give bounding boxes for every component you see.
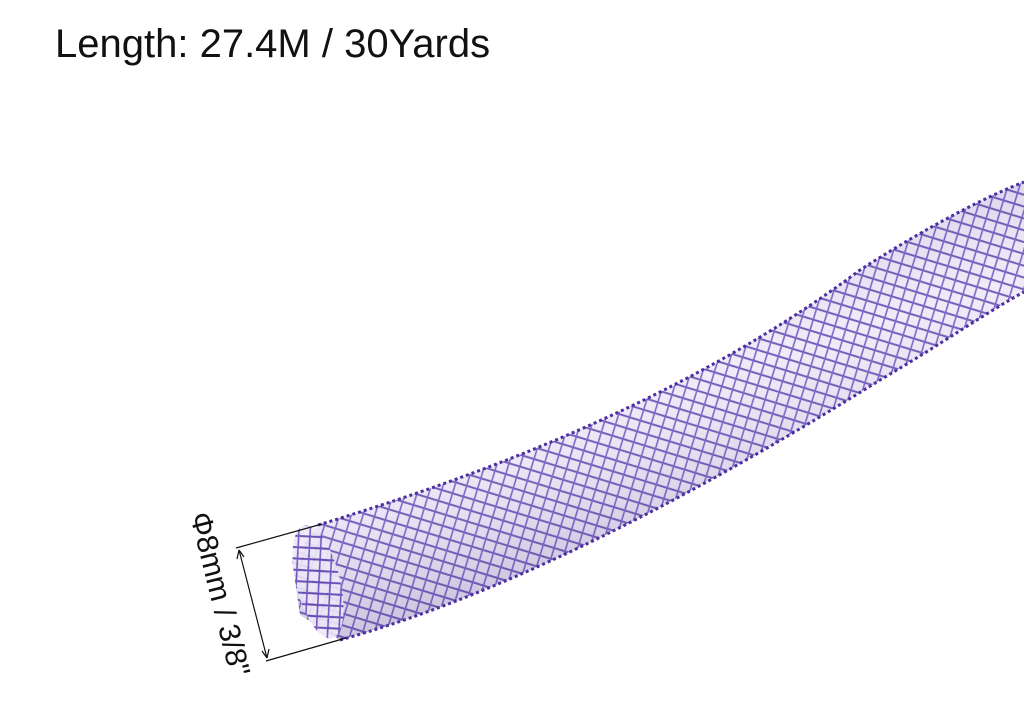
title: Length: 27.4M / 30Yards xyxy=(55,22,490,66)
mesh-tube xyxy=(292,180,1024,642)
diameter-label: Φ8mm / 3/8" xyxy=(183,509,256,680)
dimension-lines xyxy=(235,523,347,662)
